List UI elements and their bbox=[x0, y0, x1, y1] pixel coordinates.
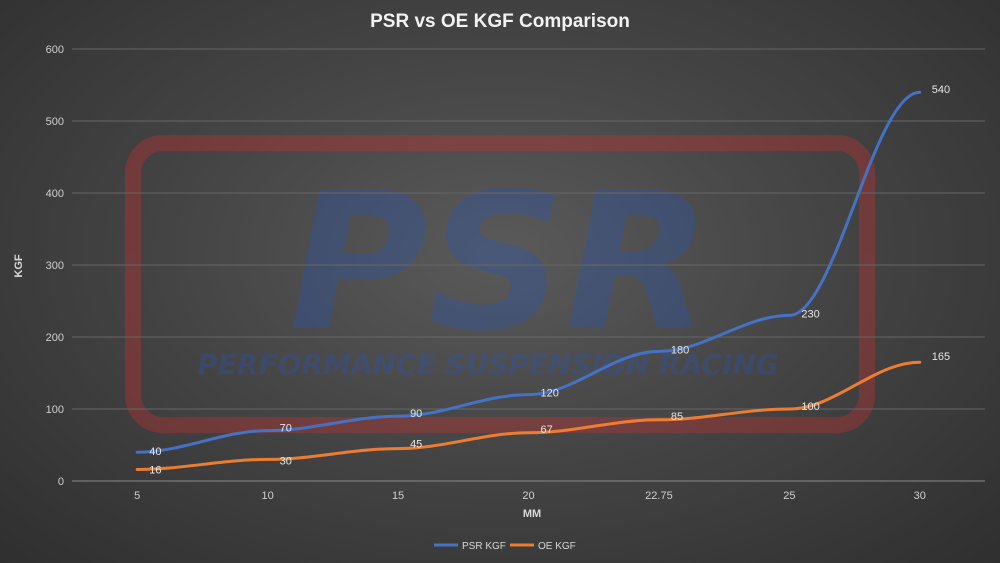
data-label: 85 bbox=[671, 411, 683, 423]
series-line-oe-kgf bbox=[135, 360, 922, 471]
chart-title: PSR vs OE KGF Comparison bbox=[370, 11, 630, 32]
x-tick-label: 30 bbox=[914, 490, 926, 502]
y-axis-ticks: 0 100 200 300 400 500 600 bbox=[46, 44, 64, 488]
psr-logo-watermark: PSR PERFORMANCE SUSPENSION RACING bbox=[125, 135, 875, 433]
y-tick-label: 100 bbox=[46, 404, 64, 416]
series-lines bbox=[135, 90, 922, 471]
data-label: 165 bbox=[932, 351, 950, 363]
data-label: 230 bbox=[801, 308, 819, 320]
gridlines bbox=[72, 48, 985, 482]
y-tick-label: 500 bbox=[46, 116, 64, 128]
x-axis-ticks: 5 10 15 20 22.75 25 30 bbox=[134, 490, 926, 502]
legend: PSR KGF OE KGF bbox=[434, 541, 576, 552]
y-tick-label: 0 bbox=[58, 476, 64, 488]
data-label: 40 bbox=[149, 446, 161, 458]
x-tick-label: 25 bbox=[783, 490, 795, 502]
legend-entry: OE KGF bbox=[538, 541, 576, 552]
data-label: 16 bbox=[149, 464, 161, 476]
x-tick-label: 10 bbox=[262, 490, 274, 502]
data-label: 67 bbox=[541, 424, 553, 436]
data-labels: 40 70 90 120 180 230 540 16 30 45 67 85 100 165 bbox=[149, 84, 950, 476]
data-label: 100 bbox=[801, 401, 819, 413]
series-line-psr-kgf bbox=[135, 90, 922, 454]
data-label: 90 bbox=[410, 408, 422, 420]
y-tick-label: 400 bbox=[46, 188, 64, 200]
x-tick-label: 22.75 bbox=[645, 490, 673, 502]
legend-entry: PSR KGF bbox=[462, 541, 506, 552]
data-label: 120 bbox=[541, 388, 559, 400]
data-label: 30 bbox=[280, 455, 292, 467]
data-label: 540 bbox=[932, 84, 950, 96]
data-label: 45 bbox=[410, 439, 422, 451]
y-tick-label: 200 bbox=[46, 332, 64, 344]
watermark-tagline: PERFORMANCE SUSPENSION RACING bbox=[197, 348, 779, 381]
y-axis-label: KGF bbox=[13, 254, 25, 278]
data-label: 180 bbox=[671, 344, 689, 356]
watermark-logo-text: PSR bbox=[289, 152, 711, 373]
x-axis-label: MM bbox=[523, 508, 541, 520]
x-tick-label: 15 bbox=[392, 490, 404, 502]
y-tick-label: 600 bbox=[46, 44, 64, 56]
x-tick-label: 20 bbox=[522, 490, 534, 502]
y-tick-label: 300 bbox=[46, 260, 64, 272]
data-label: 70 bbox=[280, 423, 292, 435]
x-tick-label: 5 bbox=[134, 490, 140, 502]
